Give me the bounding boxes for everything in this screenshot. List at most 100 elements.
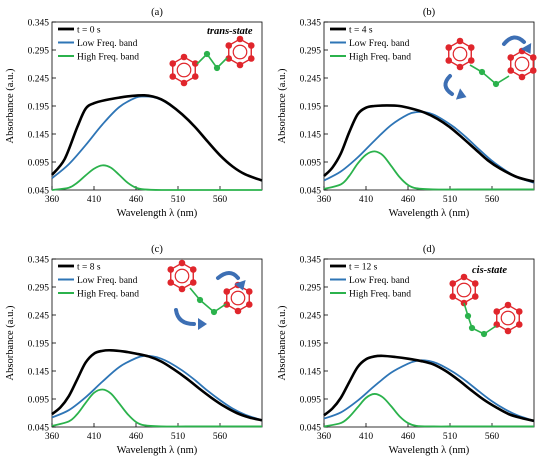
y-tick-label: 0.345 bbox=[28, 19, 50, 29]
y-tick-label: 0.045 bbox=[300, 187, 322, 197]
legend-entry: t = 0 s bbox=[77, 26, 101, 36]
panel-label: (a) bbox=[151, 7, 163, 18]
series-line-2 bbox=[323, 150, 534, 191]
x-tick-label: 460 bbox=[129, 195, 144, 205]
x-axis-label: Wavelength λ (nm) bbox=[117, 208, 198, 219]
y-tick-label: 0.195 bbox=[28, 103, 50, 113]
x-tick-label: 560 bbox=[213, 195, 228, 205]
legend-entry: Low Freq. band bbox=[349, 39, 410, 49]
benzene-ring-icon bbox=[449, 273, 479, 307]
series-line-0 bbox=[323, 104, 535, 183]
rotation-arrow-icon bbox=[502, 35, 532, 54]
y-tick-label: 0.245 bbox=[300, 312, 322, 322]
benzene-ring-icon bbox=[225, 35, 255, 69]
x-tick-label: 360 bbox=[317, 432, 332, 442]
series-line-1 bbox=[51, 95, 263, 182]
y-tick-label: 0.295 bbox=[28, 47, 50, 57]
nitrogen-atom bbox=[478, 68, 486, 76]
nitrogen-atom bbox=[468, 324, 476, 332]
molecule-illustration bbox=[443, 35, 537, 100]
azo-bridge bbox=[189, 287, 227, 314]
panel-label: (d) bbox=[423, 244, 436, 255]
benzene-ring-icon bbox=[167, 259, 197, 293]
series-line-1 bbox=[323, 359, 535, 422]
y-tick-label: 0.295 bbox=[28, 284, 50, 294]
y-tick-label: 0.245 bbox=[300, 75, 322, 85]
molecule-illustration bbox=[449, 273, 523, 338]
panel-d: (d) 360 410 460 510 560 0.045 0.095 0.145 0.195 0.… bbox=[277, 244, 535, 456]
benzene-ring-icon bbox=[169, 53, 199, 87]
x-tick-label: 460 bbox=[401, 195, 416, 205]
benzene-ring-icon bbox=[507, 47, 537, 81]
legend-entry: Low Freq. band bbox=[349, 276, 410, 286]
x-tick-label: 360 bbox=[45, 432, 60, 442]
y-tick-label: 0.345 bbox=[300, 256, 322, 266]
x-axis-label: Wavelength λ (nm) bbox=[389, 208, 470, 219]
panel-label: (b) bbox=[423, 7, 436, 18]
x-tick-label: 410 bbox=[87, 195, 102, 205]
x-tick-label: 510 bbox=[443, 432, 458, 442]
y-tick-label: 0.095 bbox=[28, 396, 50, 406]
legend-entry: Low Freq. band bbox=[77, 39, 138, 49]
series-line-1 bbox=[51, 354, 263, 422]
y-tick-label: 0.045 bbox=[300, 424, 322, 434]
legend-entry: t = 12 s bbox=[349, 263, 378, 273]
azo-bridge bbox=[469, 64, 510, 85]
x-tick-label: 360 bbox=[45, 195, 60, 205]
y-tick-label: 0.145 bbox=[300, 131, 322, 141]
rotation-arrow-icon bbox=[216, 271, 246, 291]
legend-entry: t = 4 s bbox=[349, 26, 373, 36]
y-tick-label: 0.195 bbox=[300, 103, 322, 113]
y-tick-label: 0.295 bbox=[300, 47, 322, 57]
series-line-0 bbox=[323, 354, 535, 423]
panel-label: (c) bbox=[151, 244, 163, 255]
molecule-illustration bbox=[169, 35, 255, 87]
benzene-ring-icon bbox=[445, 37, 475, 71]
y-tick-label: 0.045 bbox=[28, 187, 50, 197]
x-tick-label: 360 bbox=[317, 195, 332, 205]
y-tick-label: 0.245 bbox=[28, 75, 50, 85]
benzene-ring-icon bbox=[223, 281, 253, 315]
legend-entry: High Freq. band bbox=[349, 53, 411, 63]
x-tick-label: 410 bbox=[359, 195, 374, 205]
series-line-1 bbox=[323, 110, 535, 184]
x-tick-label: 460 bbox=[401, 432, 416, 442]
y-tick-label: 0.345 bbox=[300, 19, 322, 29]
y-tick-label: 0.195 bbox=[300, 340, 322, 350]
legend-entry: Low Freq. band bbox=[77, 276, 138, 286]
panel-a: (a) 360 410 460 510 560 0.045 0.095 0.145 0.195 0.… bbox=[5, 7, 263, 219]
legend-entry: t = 8 s bbox=[77, 263, 101, 273]
panel-c: (c) 360 410 460 510 560 0.045 0.095 0.145 0.195 0.… bbox=[5, 244, 263, 456]
y-tick-label: 0.095 bbox=[28, 159, 50, 169]
y-axis-label: Absorbance (a.u.) bbox=[5, 68, 16, 143]
y-tick-label: 0.345 bbox=[28, 256, 50, 266]
x-tick-label: 510 bbox=[443, 195, 458, 205]
nitrogen-atom bbox=[196, 296, 204, 304]
x-tick-label: 410 bbox=[359, 432, 374, 442]
x-tick-label: 510 bbox=[171, 195, 186, 205]
y-tick-label: 0.145 bbox=[300, 368, 322, 378]
y-tick-label: 0.295 bbox=[300, 284, 322, 294]
legend-entry: High Freq. band bbox=[77, 290, 139, 300]
nitrogen-atom bbox=[464, 312, 472, 320]
legend-entry: High Freq. band bbox=[349, 290, 411, 300]
nitrogen-atom bbox=[492, 80, 500, 88]
x-tick-label: 410 bbox=[87, 432, 102, 442]
benzene-ring-icon bbox=[493, 301, 523, 335]
series-line-0 bbox=[50, 94, 263, 182]
series-line-2 bbox=[51, 164, 262, 191]
series-line-0 bbox=[51, 348, 263, 422]
y-tick-label: 0.045 bbox=[28, 424, 50, 434]
legend-entry: High Freq. band bbox=[77, 53, 139, 63]
y-tick-label: 0.095 bbox=[300, 396, 322, 406]
azo-bridge bbox=[196, 52, 228, 70]
y-axis-label: Absorbance (a.u.) bbox=[5, 305, 16, 380]
y-tick-label: 0.095 bbox=[300, 159, 322, 169]
series-line-2 bbox=[51, 388, 262, 428]
x-tick-label: 560 bbox=[485, 432, 500, 442]
state-annotation: trans-state bbox=[207, 26, 253, 37]
nitrogen-atom bbox=[480, 330, 488, 338]
nitrogen-atom bbox=[213, 64, 221, 72]
molecule-illustration bbox=[167, 259, 253, 330]
